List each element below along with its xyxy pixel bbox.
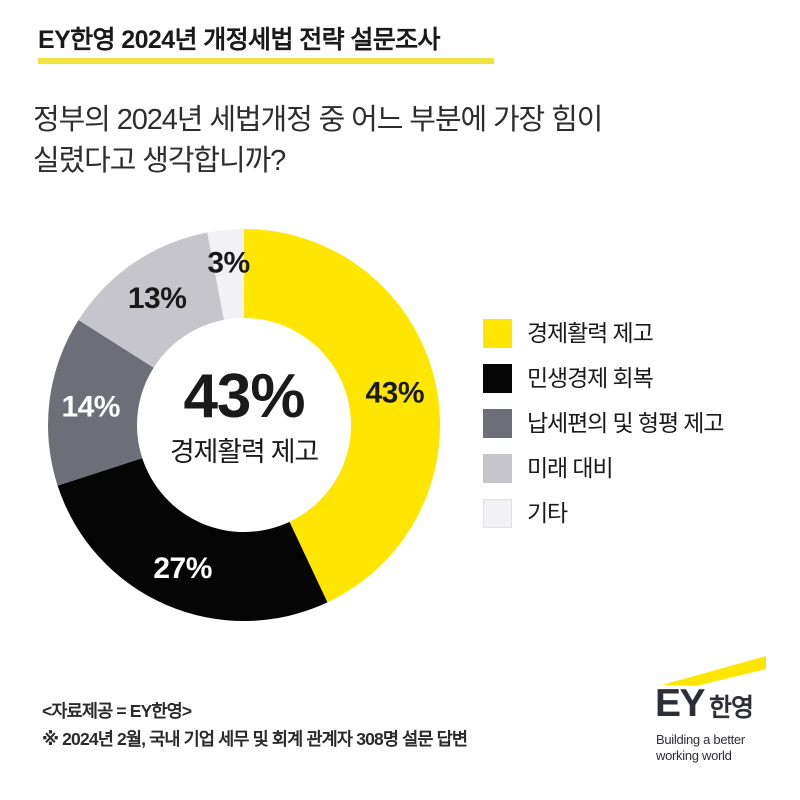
donut-slice-label: 13%: [128, 282, 187, 315]
survey-question-line-1: 정부의 2024년 세법개정 중 어느 부분에 가장 힘이: [33, 104, 603, 136]
survey-question: 정부의 2024년 세법개정 중 어느 부분에 가장 힘이 실렸다고 생각합니까…: [33, 100, 753, 182]
donut-slice-label: 27%: [153, 552, 212, 585]
donut-center-value: 43%: [183, 362, 304, 431]
donut-center-caption: 경제활력 제고: [170, 437, 319, 467]
donut-slice: [57, 458, 328, 621]
legend-item[interactable]: 기타: [483, 491, 783, 536]
ey-logo-ey-text: EY: [655, 682, 706, 725]
donut-slice-label: 3%: [207, 247, 249, 280]
footer-note: ※ 2024년 2월, 국내 기업 세무 및 회계 관계자 308명 설문 답변: [42, 729, 468, 750]
legend-item-label: 미래 대비: [527, 455, 614, 481]
legend-item[interactable]: 납세편의 및 형평 제고: [483, 401, 783, 446]
donut-slice: [207, 229, 244, 320]
survey-question-line-2: 실렸다고 생각합니까?: [33, 145, 286, 178]
footer: <자료제공 = EY한영> ※ 2024년 2월, 국내 기업 세무 및 회계 …: [42, 697, 642, 754]
ey-logo: EY 한영 Building a better working world: [653, 656, 775, 764]
legend-item-label: 민생경제 회복: [527, 365, 654, 391]
title-underline-rule: [38, 57, 494, 64]
donut-slice-label: 43%: [366, 376, 425, 409]
ey-logo-wordmark: EY 한영: [655, 682, 754, 725]
legend-color-swatch: [483, 364, 512, 393]
legend-color-swatch: [483, 319, 512, 348]
legend-item-label: 기타: [527, 500, 568, 526]
donut-slice: [48, 319, 154, 486]
donut-slice: [78, 232, 224, 368]
ey-logo-tagline: Building a better working world: [656, 732, 745, 765]
donut-slice: [244, 229, 440, 603]
footer-source: <자료제공 = EY한영>: [42, 701, 192, 721]
donut-chart: 43% 27% 14% 13% 3% 43% 경제활력 제고: [48, 229, 440, 621]
donut-slice-label: 14%: [61, 391, 120, 424]
donut-slice-label-group: 43% 27% 14% 13% 3%: [61, 247, 424, 585]
ey-logo-tagline-line-1: Building a better: [656, 732, 745, 747]
legend-item-label: 납세편의 및 형평 제고: [527, 410, 725, 436]
ey-logo-korean-text: 한영: [709, 694, 754, 722]
legend-color-swatch: [483, 499, 512, 528]
ey-logo-beam-icon: [662, 656, 766, 686]
header: EY한영 2024년 개정세법 전략 설문조사: [38, 26, 738, 64]
legend-item[interactable]: 민생경제 회복: [483, 356, 783, 401]
legend-item-label: 경제활력 제고: [527, 320, 654, 346]
legend-item[interactable]: 미래 대비: [483, 446, 783, 491]
donut-chart-svg: 43% 27% 14% 13% 3% 43% 경제활력 제고: [48, 229, 440, 621]
donut-slice-group: [48, 229, 440, 621]
ey-logo-tagline-line-2: working world: [656, 748, 732, 764]
page-title: EY한영 2024년 개정세법 전략 설문조사: [38, 26, 441, 54]
legend-color-swatch: [483, 409, 512, 438]
legend-color-swatch: [483, 454, 512, 483]
legend-item[interactable]: 경제활력 제고: [483, 311, 783, 356]
